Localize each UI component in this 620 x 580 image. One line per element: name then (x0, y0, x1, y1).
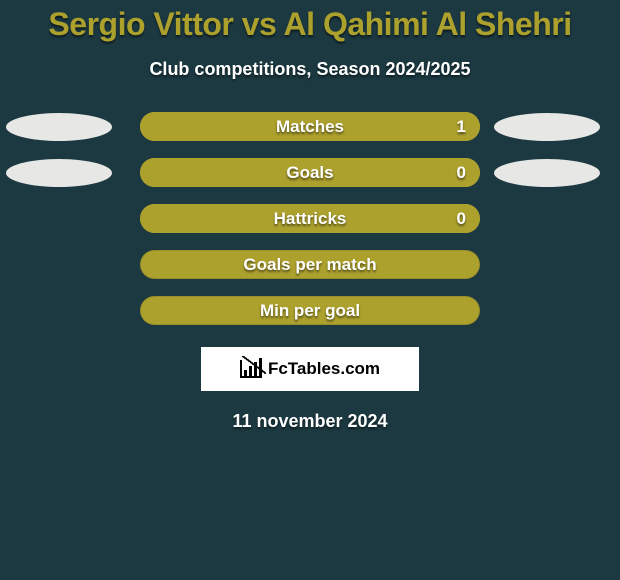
stat-label: Min per goal (260, 301, 360, 321)
stat-bar: Goals 0 (140, 158, 480, 187)
stat-row: Goals 0 (0, 158, 620, 187)
stat-row: Hattricks 0 (0, 204, 620, 233)
comparison-infographic: Sergio Vittor vs Al Qahimi Al Shehri Clu… (0, 0, 620, 580)
stat-label: Goals (286, 163, 333, 183)
stat-label: Hattricks (274, 209, 347, 229)
stat-value: 0 (457, 209, 466, 229)
bar-chart-icon (240, 360, 262, 378)
stat-bar: Goals per match (140, 250, 480, 279)
stat-bar: Matches 1 (140, 112, 480, 141)
stat-row: Matches 1 (0, 112, 620, 141)
right-marker (494, 159, 600, 187)
brand-text: FcTables.com (268, 359, 380, 379)
stat-row: Goals per match (0, 250, 620, 279)
left-marker (6, 113, 112, 141)
stat-bar: Hattricks 0 (140, 204, 480, 233)
brand-badge: FcTables.com (201, 347, 419, 391)
page-subtitle: Club competitions, Season 2024/2025 (0, 59, 620, 80)
stat-value: 0 (457, 163, 466, 183)
stat-bar: Min per goal (140, 296, 480, 325)
stat-rows: Matches 1 Goals 0 Hattricks 0 Goals per match M… (0, 112, 620, 325)
left-marker (6, 159, 112, 187)
right-marker (494, 113, 600, 141)
page-title: Sergio Vittor vs Al Qahimi Al Shehri (0, 6, 620, 43)
stat-value: 1 (457, 117, 466, 137)
stat-row: Min per goal (0, 296, 620, 325)
date-text: 11 november 2024 (0, 411, 620, 432)
stat-label: Matches (276, 117, 344, 137)
stat-label: Goals per match (243, 255, 376, 275)
